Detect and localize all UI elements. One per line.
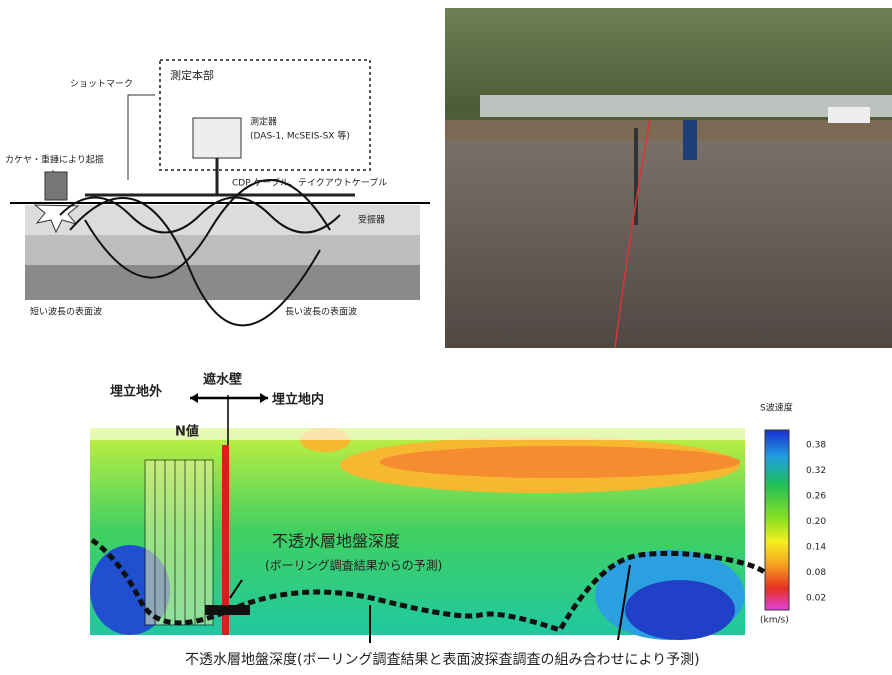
label: カケヤ・重錘により起振 [5,154,104,166]
colorbar-tick-label: 0.38 [806,441,826,451]
colorbar-title: S波速度 [760,402,793,414]
instrument-icon [193,118,241,158]
colorbar-tick-label: 0.20 [806,517,826,527]
layer [25,235,420,265]
label: 短い波長の表面波 [30,306,102,318]
label: 受振器 [358,214,385,226]
label: 埋立地外 [110,384,162,400]
pointer [53,95,155,180]
colorbar-unit: (km/s) [760,616,789,626]
label: ショットマーク [70,79,133,90]
hammer [45,172,67,200]
label: (ボーリング調査結果からの予測) [265,559,442,573]
colorbar [765,430,789,610]
velocity-section: 埋立地外 遮水壁 埋立地内 N値 S波速度 (km/s) 不透水層地盤深度 (ボ… [90,372,826,669]
label: 不透水層地盤深度 [272,532,400,551]
layer [25,265,420,300]
site-photo [445,8,892,348]
figure: ショットマーク 測定本部 測定器 (DAS-1, McSEIS-SX 等) カケ… [0,0,892,675]
colorbar-tick-label: 0.02 [806,594,826,604]
colorbar-tick-label: 0.08 [806,568,826,578]
colorbar-ticks: 0.38 0.32 0.26 0.20 0.14 0.08 0.02 [806,441,826,604]
caption: 不透水層地盤深度(ボーリング調査結果と表面波探査調査の組み合わせにより予測) [185,652,700,668]
label: 測定器 [250,116,277,128]
colorbar-tick-label: 0.26 [806,492,826,502]
colorbar-tick-label: 0.32 [806,466,826,476]
label: CDP ケーブル、テイクアウトケーブル [232,177,387,189]
label: 測定本部 [170,68,214,82]
label: 長い波長の表面波 [285,306,357,318]
label: (DAS-1, McSEIS-SX 等) [250,130,350,142]
label: 埋立地内 [272,392,324,408]
label: N値 [175,424,199,440]
colorbar-tick-label: 0.14 [806,543,826,553]
survey-diagram: ショットマーク 測定本部 測定器 (DAS-1, McSEIS-SX 等) カケ… [5,60,430,325]
label: 遮水壁 [203,372,242,388]
